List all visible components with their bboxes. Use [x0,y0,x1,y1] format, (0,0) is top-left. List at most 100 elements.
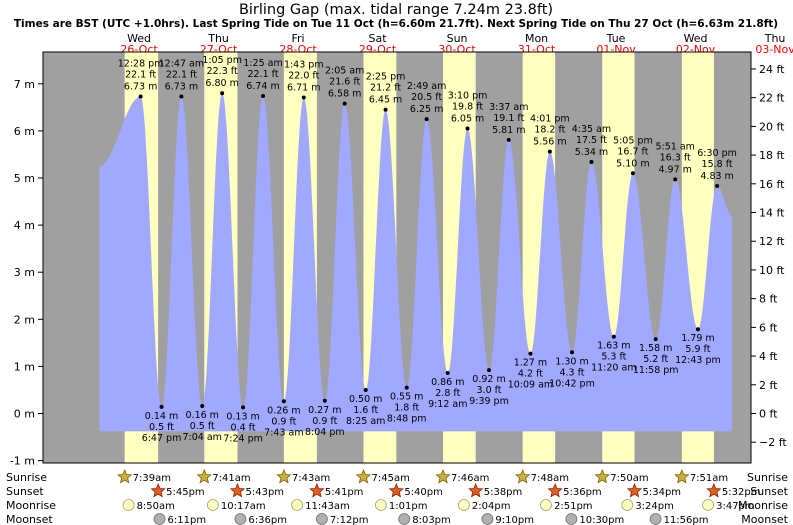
left-axis-tick-label: 4 m [14,219,35,232]
low-tide-time: 10:09 am [508,380,553,391]
low-tide-point [695,327,700,332]
moonrise-time: 1:01pm [389,501,428,512]
moonrise-label-left: Moonrise [6,499,56,512]
sunset-time: 5:38pm [484,487,523,498]
low-tide-metres: 0.26 m [267,405,300,416]
high-tide-feet: 19.8 ft [452,102,483,113]
high-tide-time: 12:47 am [159,59,204,70]
sunrise-icon [196,468,212,484]
low-tide-time: 8:04 pm [305,427,345,438]
plot-area [43,52,751,463]
sunrise-time: 7:41am [212,473,250,484]
high-tide-metres: 6.74 m [246,81,279,92]
sunset-icon [150,482,166,498]
moonrise-icon [702,499,714,511]
moonrise-time: 11:43am [305,501,350,512]
moonrise-time: 2:51pm [554,501,593,512]
high-tide-point [138,94,143,99]
day-name: Wed [127,32,151,45]
day-name: Mon [525,32,548,45]
low-tide-point [528,351,533,356]
low-tide-point [159,404,164,409]
low-tide-metres: 0.92 m [472,374,505,385]
low-tide-time: 9:39 pm [469,396,509,407]
low-tide-time: 7:43 am [264,427,303,438]
high-tide-point [220,91,225,96]
low-tide-feet: 0.4 ft [231,422,256,433]
moonset-icon [398,513,411,525]
sunset-time: 5:43pm [245,487,284,498]
right-axis-tick-label: 16 ft [759,178,785,191]
moonrise-icon [375,499,387,511]
sunset-icon [547,482,563,498]
day-name: Thu [764,32,786,45]
low-tide-metres: 0.86 m [431,377,464,388]
high-tide-metres: 4.83 m [700,171,733,182]
moonset-time: 7:12pm [330,515,369,525]
high-tide-metres: 5.81 m [492,125,525,136]
low-tide-metres: 0.55 m [390,392,423,403]
low-tide-feet: 0.5 ft [190,421,215,432]
moonset-time: 10:30pm [579,515,624,525]
low-tide-point [404,385,409,390]
high-tide-feet: 19.1 ft [493,113,524,124]
high-tide-point [179,94,184,99]
axes-group: -1 m 0 m 1 m 2 m 3 m 4 m 5 m 6 m 7 m −2 ft 0 ft 2 f… [10,51,787,468]
moonset-icon [481,513,494,525]
low-tide-point [611,334,616,339]
moonrise-time: 3:24pm [635,501,674,512]
sunset-time: 5:36pm [563,487,602,498]
sunset-icon [229,482,246,498]
high-tide-point [465,126,470,131]
high-tide-feet: 20.5 ft [411,92,442,103]
moonset-label-left: Moonset [6,513,53,525]
sunrise-icon [435,468,451,484]
low-tide-feet: 5.9 ft [685,344,710,355]
low-tide-time: 10:42 pm [549,378,595,389]
right-axis-tick-label: 18 ft [759,149,785,162]
right-axis-tick-label: 22 ft [759,92,785,105]
day-name: Fri [292,32,305,45]
high-tide-point [547,149,552,154]
moonrise-icon [540,499,552,511]
sunset-icon [626,482,643,498]
day-name: Tue [606,32,626,45]
moonset-icon [649,513,662,525]
high-tide-metres: 6.71 m [287,82,320,93]
high-tide-time: 1:25 am [243,58,282,69]
low-tide-feet: 0.9 ft [271,416,296,427]
low-tide-time: 7:04 am [183,432,222,443]
high-tide-point [301,95,306,100]
left-axis-tick-label: 5 m [14,172,35,185]
right-axis-tick-label: 0 ft [759,408,778,421]
sunrise-time: 7:43am [292,473,330,484]
high-tide-feet: 21.2 ft [370,83,401,94]
low-tide-point [487,368,492,373]
low-tide-point [200,403,205,408]
day-name: Sat [369,32,388,45]
day-name: Wed [684,32,708,45]
high-tide-feet: 15.8 ft [702,159,733,170]
moonrise-icon [122,499,135,511]
low-tide-time: 7:24 pm [223,433,263,444]
moonset-icon [565,513,578,525]
high-tide-point [506,137,511,142]
left-axis-tick-label: 1 m [14,360,35,373]
moonset-icon [316,513,328,525]
moonrise-icon [458,499,470,511]
low-tide-time: 11:58 pm [633,365,679,376]
high-tide-metres: 6.73 m [165,82,198,93]
left-axis-tick-label: 0 m [14,408,35,421]
high-tide-time: 2:25 pm [366,72,406,83]
high-tide-feet: 22.0 ft [288,70,319,81]
left-axis-tick-label: 7 m [14,78,35,91]
sunrise-time: 7:51am [690,473,728,484]
low-tide-feet: 1.6 ft [353,405,378,416]
sunrise-icon [276,468,292,484]
high-tide-feet: 18.2 ft [534,125,565,136]
high-tide-feet: 21.6 ft [329,77,360,88]
right-axis-tick-label: 8 ft [759,293,778,306]
high-tide-point [342,101,347,106]
sunset-label-left: Sunset [6,485,44,498]
